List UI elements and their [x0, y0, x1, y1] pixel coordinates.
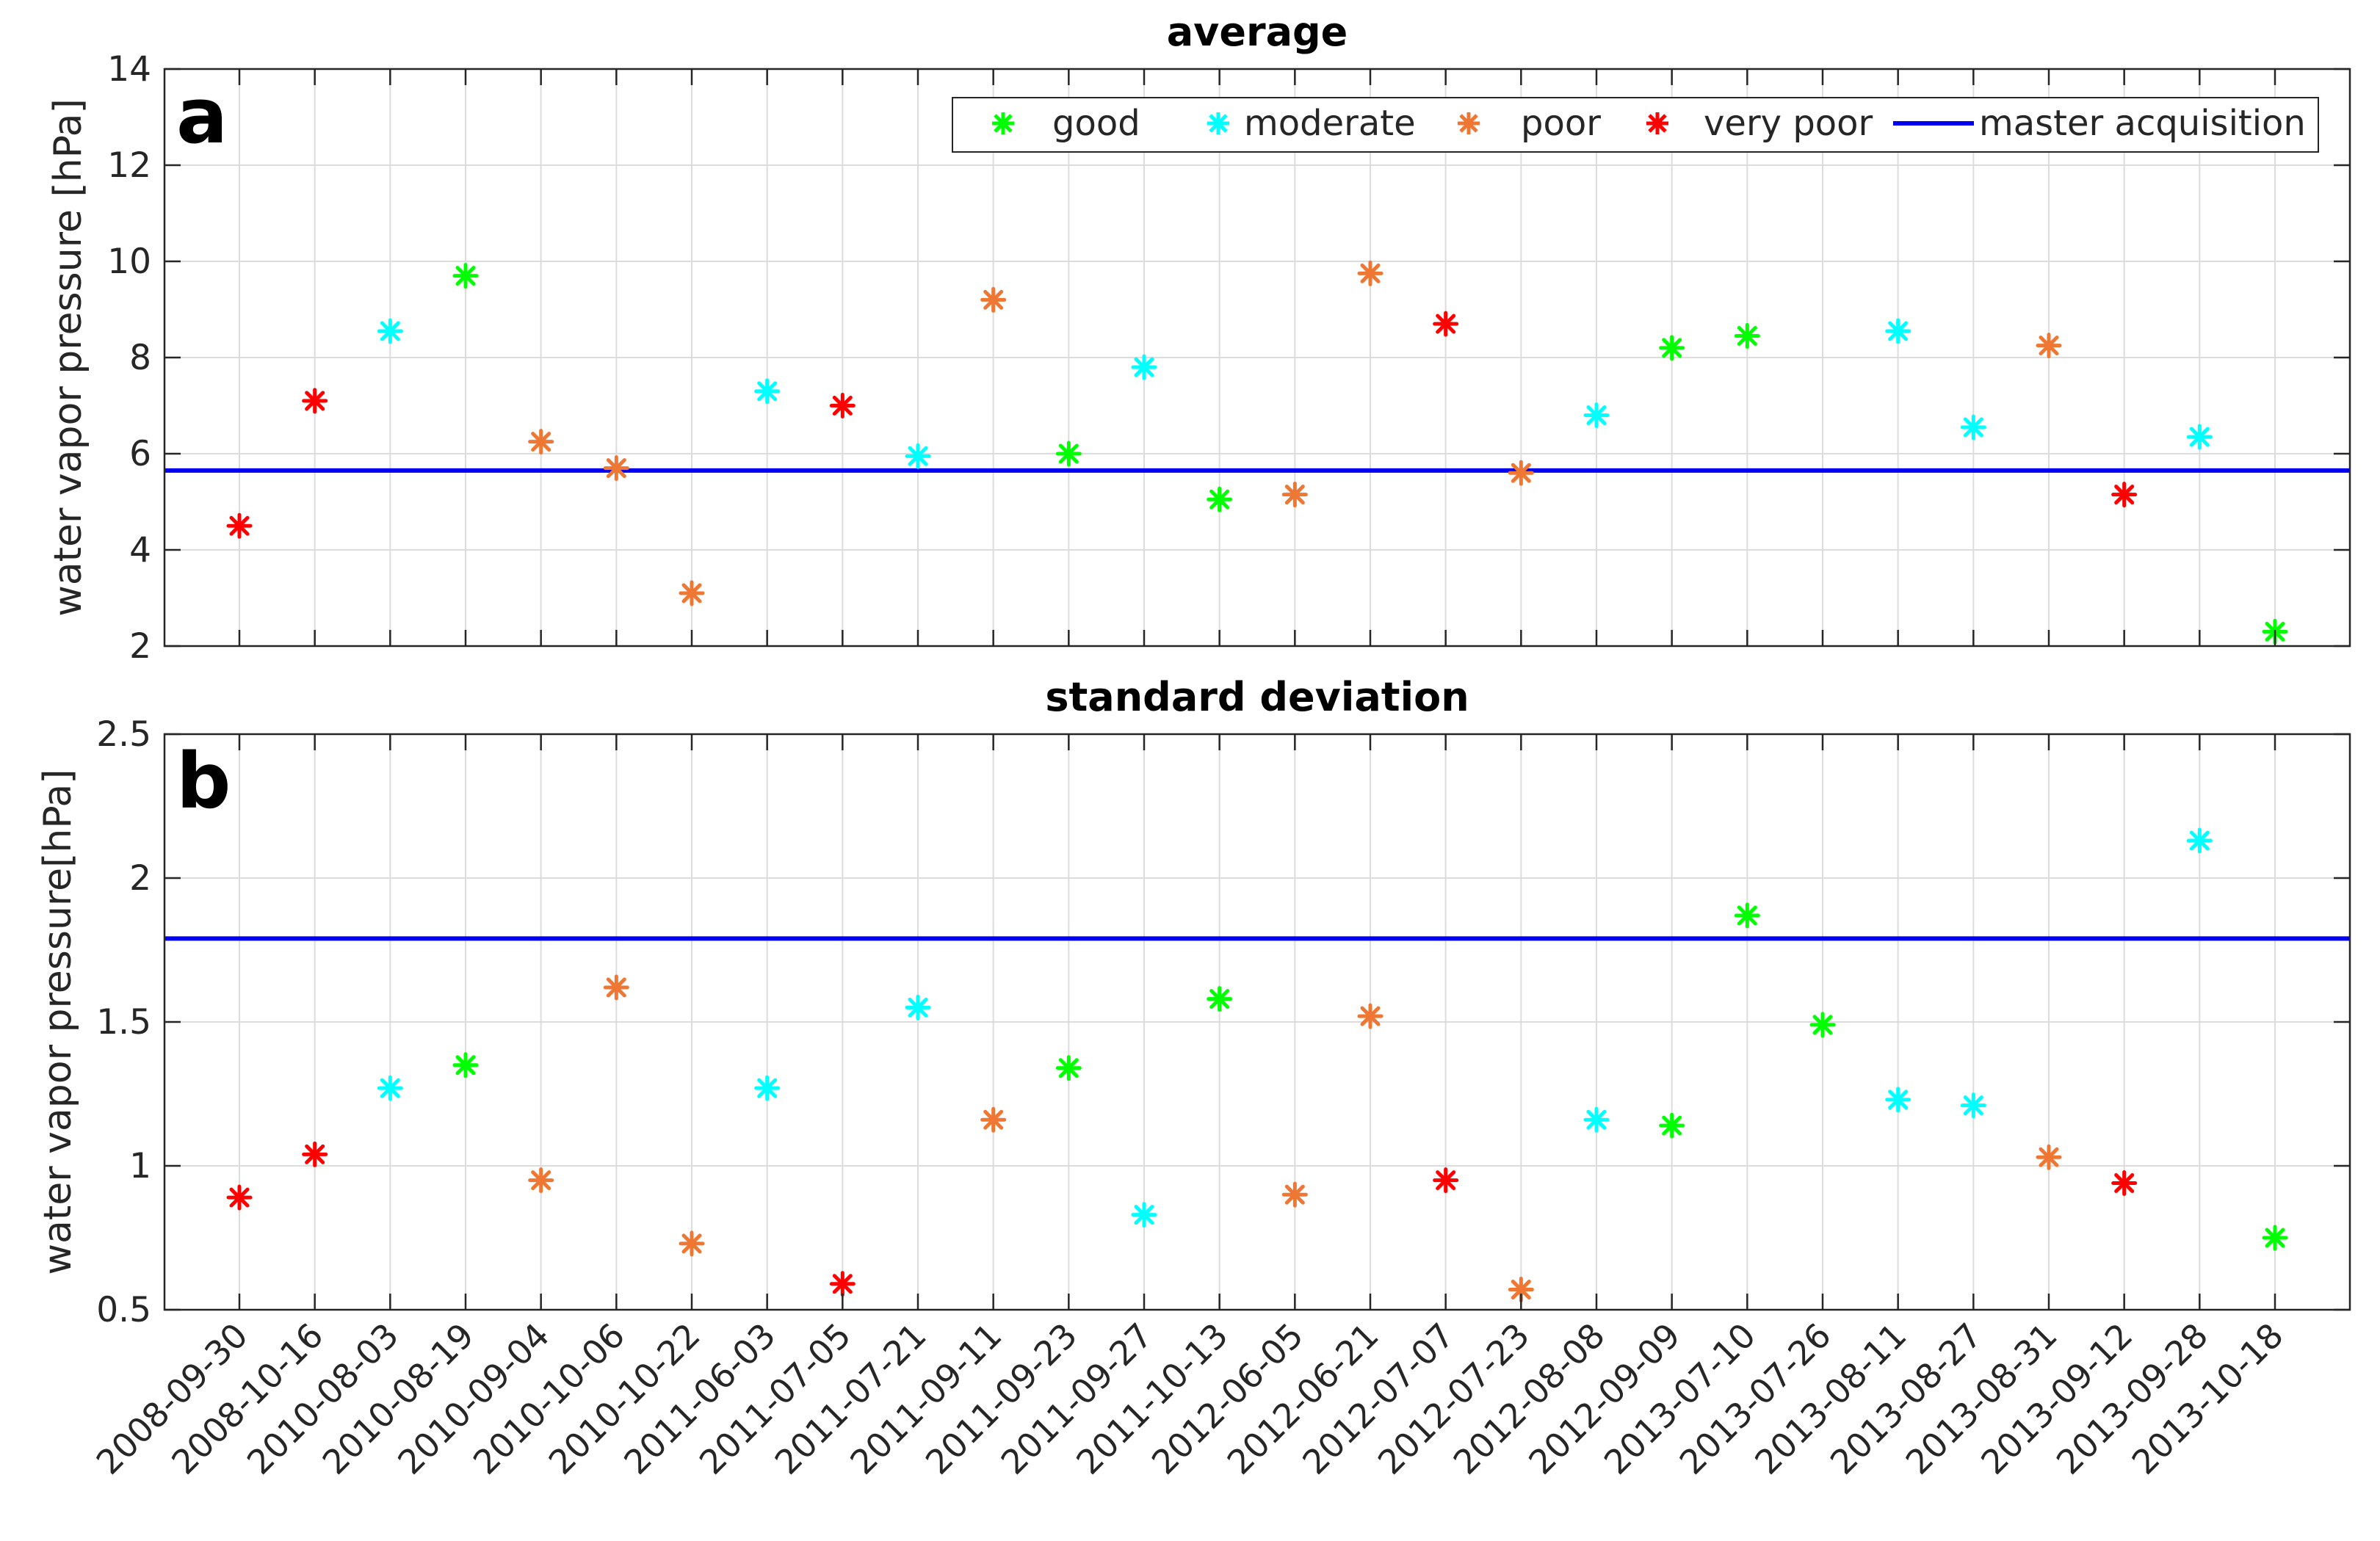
data-point-a-10	[980, 286, 1007, 313]
data-point-a-11	[1055, 440, 1082, 467]
data-point-a-14	[1281, 482, 1308, 508]
data-point-a-19	[1659, 335, 1685, 361]
data-point-a-17	[1508, 460, 1534, 486]
data-point-b-13	[1207, 986, 1233, 1012]
data-point-b-17	[1508, 1277, 1534, 1303]
data-point-b-6	[679, 1230, 705, 1257]
data-point-b-14	[1281, 1181, 1308, 1208]
data-point-b-27	[2262, 1225, 2288, 1251]
data-point-a-8	[829, 393, 856, 418]
y-tick-label: 10	[107, 242, 151, 282]
data-point-a-9	[905, 443, 931, 469]
data-point-b-25	[2111, 1170, 2138, 1197]
data-point-b-3	[452, 1052, 479, 1078]
data-point-b-23	[1960, 1092, 1986, 1119]
data-point-b-10	[980, 1106, 1007, 1133]
data-point-a-4	[528, 429, 554, 455]
legend-marker-moderate	[1207, 112, 1229, 134]
y-axis-label-std: water vapor pressure[hPa]	[36, 769, 80, 1275]
data-point-a-23	[1960, 414, 1986, 440]
data-point-b-11	[1055, 1055, 1082, 1081]
y-tick-label: 12	[107, 145, 151, 186]
y-tick-label: 14	[107, 49, 151, 90]
data-point-b-24	[2036, 1144, 2062, 1170]
y-axis-label-average: water vapor pressure [hPa]	[46, 98, 90, 617]
y-tick-label: 1	[129, 1146, 151, 1186]
data-point-b-20	[1734, 902, 1760, 929]
data-point-b-8	[829, 1271, 856, 1297]
data-point-b-7	[754, 1075, 781, 1101]
panel-title-average: average	[1167, 9, 1348, 55]
data-point-a-0	[226, 512, 253, 539]
data-point-a-25	[2111, 482, 2138, 508]
data-point-a-5	[603, 455, 629, 482]
data-point-b-0	[226, 1184, 253, 1211]
data-point-a-22	[1885, 318, 1911, 344]
legend-marker-poor	[1458, 112, 1480, 134]
data-point-a-12	[1131, 354, 1157, 380]
panel-label-a: a	[176, 71, 228, 161]
legend-label-very-poor: very poor	[1704, 103, 1873, 144]
data-point-b-18	[1583, 1106, 1610, 1133]
legend-label-master: master acquisition	[1979, 103, 2306, 144]
panel-average: 2 4 6 8 10 12 14 average a water vapor pressur…	[46, 9, 2351, 667]
y-tick-label: 0.5	[96, 1290, 151, 1330]
legend-marker-very-poor	[1646, 112, 1668, 134]
data-point-b-5	[603, 974, 629, 1001]
data-point-a-15	[1357, 260, 1383, 286]
panel-title-std: standard deviation	[1045, 674, 1469, 720]
y-tick-label: 2	[129, 858, 151, 899]
y-tick-label: 4	[129, 530, 151, 570]
data-point-a-6	[679, 580, 705, 606]
data-point-a-18	[1583, 402, 1610, 429]
data-point-a-20	[1734, 323, 1760, 349]
data-point-b-9	[905, 994, 931, 1020]
data-point-b-15	[1357, 1003, 1383, 1029]
legend-label-good: good	[1052, 103, 1140, 144]
data-point-a-1	[302, 388, 328, 414]
data-point-b-26	[2186, 827, 2213, 854]
y-tick-label: 8	[129, 338, 151, 378]
legend: good moderate poor very poor	[952, 97, 2319, 153]
y-tick-label: 2.5	[96, 714, 151, 755]
data-point-b-4	[528, 1167, 554, 1194]
data-point-b-12	[1131, 1202, 1157, 1228]
panel-label-b: b	[176, 736, 231, 826]
data-point-a-3	[452, 263, 479, 289]
data-point-a-2	[377, 318, 403, 344]
data-point-b-19	[1659, 1112, 1685, 1139]
data-point-a-13	[1207, 486, 1233, 512]
data-point-a-26	[2186, 424, 2213, 450]
data-point-a-7	[754, 378, 781, 405]
legend-label-poor: poor	[1521, 103, 1601, 144]
data-point-a-24	[2036, 333, 2062, 359]
data-point-b-1	[302, 1141, 328, 1167]
data-point-b-2	[377, 1075, 403, 1101]
data-point-b-22	[1885, 1087, 1911, 1113]
data-point-b-16	[1433, 1167, 1459, 1194]
y-tick-label: 6	[129, 434, 151, 474]
data-point-a-16	[1433, 311, 1459, 337]
panel-standard-deviation: 0.5 1 1.5 2 2.5 standard deviation b water v…	[36, 674, 2351, 1330]
data-point-b-21	[1809, 1012, 1836, 1038]
legend-label-moderate: moderate	[1244, 103, 1416, 144]
legend-marker-good	[992, 112, 1014, 134]
y-tick-label: 2	[129, 626, 151, 667]
y-tick-label: 1.5	[96, 1002, 151, 1043]
